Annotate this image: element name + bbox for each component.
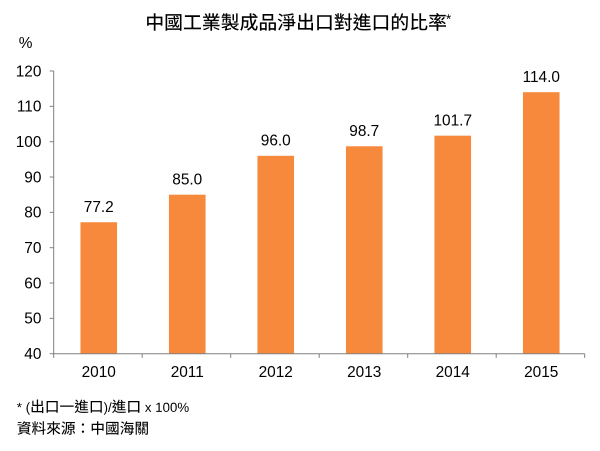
svg-text:100: 100 <box>16 134 42 151</box>
svg-text:2014: 2014 <box>436 364 471 381</box>
svg-text:2013: 2013 <box>347 364 381 381</box>
svg-text:120: 120 <box>16 63 42 80</box>
svg-text:50: 50 <box>24 311 41 328</box>
svg-text:85.0: 85.0 <box>172 172 202 189</box>
svg-text:101.7: 101.7 <box>433 113 472 130</box>
svg-text:96.0: 96.0 <box>261 133 291 150</box>
svg-text:90: 90 <box>24 169 41 186</box>
svg-text:2015: 2015 <box>524 364 558 381</box>
svg-text:70: 70 <box>24 240 41 257</box>
svg-text:40: 40 <box>24 346 41 363</box>
svg-text:2011: 2011 <box>171 364 204 381</box>
svg-text:110: 110 <box>17 99 42 116</box>
svg-text:%: % <box>19 35 33 52</box>
svg-text:98.7: 98.7 <box>349 123 379 140</box>
svg-text:80: 80 <box>24 205 41 222</box>
svg-text:114.0: 114.0 <box>523 69 560 86</box>
svg-text:77.2: 77.2 <box>84 199 114 216</box>
svg-text:60: 60 <box>24 275 41 292</box>
svg-text:2012: 2012 <box>259 364 293 381</box>
svg-text:2010: 2010 <box>82 364 116 381</box>
